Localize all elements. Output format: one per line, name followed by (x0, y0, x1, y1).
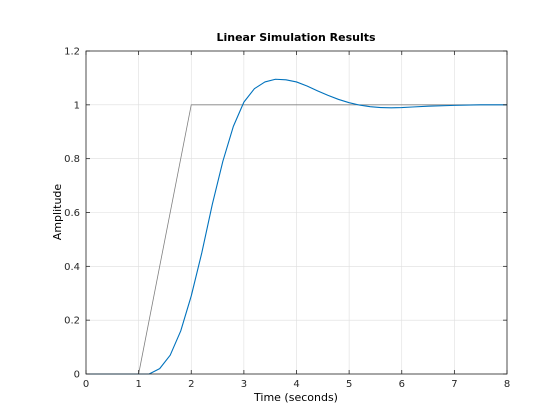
x-tick-label: 3 (241, 379, 247, 390)
ticks: 0 1 2 3 4 5 6 7 8 0 0.2 0.4 0.6 0.8 1 1.2 (64, 47, 510, 391)
x-tick-label: 7 (451, 379, 457, 390)
y-tick-label: 0 (74, 370, 80, 381)
x-tick-label: 4 (293, 379, 299, 390)
x-tick-label: 5 (346, 379, 352, 390)
x-axis-label: Time (seconds) (253, 391, 338, 404)
y-tick-label: 1.2 (64, 47, 80, 58)
x-tick-label: 6 (399, 379, 405, 390)
y-tick-label: 0.6 (64, 208, 80, 219)
x-tick-label: 2 (188, 379, 194, 390)
y-tick-label: 1 (74, 100, 80, 111)
x-tick-label: 1 (135, 379, 141, 390)
y-axis-label: Amplitude (51, 184, 64, 241)
response-line (86, 78, 507, 375)
y-tick-label: 0.4 (64, 262, 80, 273)
chart-title: Linear Simulation Results (216, 31, 376, 44)
x-tick-label: 0 (83, 379, 89, 390)
y-tick-label: 0.2 (64, 316, 80, 327)
y-tick-label: 0.8 (64, 154, 80, 165)
x-tick-label: 8 (504, 379, 510, 390)
